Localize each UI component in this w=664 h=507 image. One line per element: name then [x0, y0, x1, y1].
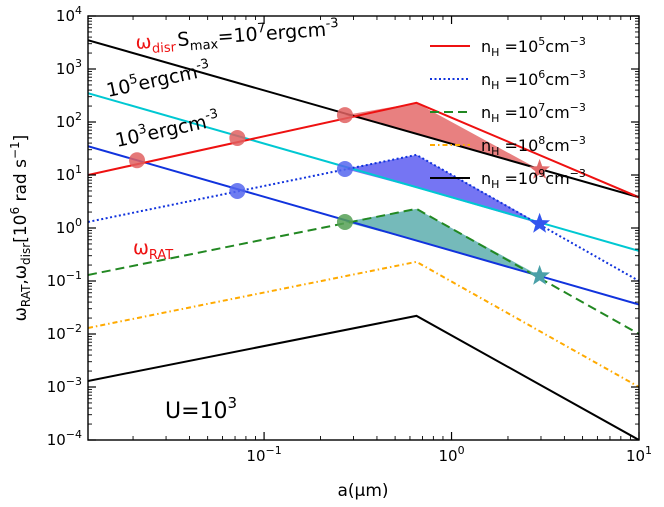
x-tick-label: 100 [438, 444, 464, 465]
legend-label-3: nH =108cm−3 [481, 134, 586, 158]
circle-marker-1 [229, 129, 246, 146]
series-line-4 [88, 314, 639, 440]
legend-label-4: nH =109cm−3 [481, 167, 586, 191]
svg-text:105ergcm-3: 105ergcm-3 [104, 56, 212, 101]
annotation-omega-rat: ωRAT [133, 237, 173, 263]
disruption-line-2 [88, 145, 639, 306]
y-tick-label: 10−1 [47, 269, 82, 290]
circle-marker-3 [229, 182, 246, 199]
svg-text:ωRAT: ωRAT [133, 237, 173, 263]
circle-marker-0 [129, 152, 146, 169]
legend-label-2: nH =107cm−3 [481, 101, 586, 125]
series-line-0 [88, 101, 639, 199]
y-tick-label: 100 [56, 216, 82, 237]
y-axis-label: ωRAT,ωdisr[106 rad s−1] [8, 135, 33, 322]
circle-marker-4 [336, 160, 353, 177]
disruption-line-1 [88, 92, 639, 252]
markers [129, 107, 551, 285]
y-tick-label: 104 [56, 4, 82, 25]
x-tick-label: 10−1 [246, 444, 281, 465]
y-tick-label: 10−2 [47, 322, 82, 343]
annotation-1e5-label: 105ergcm-3 [104, 56, 212, 101]
y-tick-label: 10−4 [47, 428, 82, 449]
series-line-2 [88, 207, 639, 335]
legend-label-0: nH =105cm−3 [481, 35, 586, 59]
annotation-disruption-label: ωdisrSmax=107ergcm-3 [135, 16, 340, 58]
svg-text:ωdisrSmax=107ergcm-3: ωdisrSmax=107ergcm-3 [135, 16, 340, 58]
y-tick-label: 10−3 [47, 375, 82, 396]
fill-region-0 [344, 102, 540, 170]
legend-label-1: nH =106cm−3 [481, 68, 586, 92]
omega-disr-symbol: ω [135, 31, 152, 54]
series-line-1 [88, 153, 639, 282]
fill-region-1 [344, 154, 540, 224]
star-marker-2 [529, 264, 551, 285]
x-tick-label: 101 [626, 444, 652, 465]
star-marker-0 [529, 158, 551, 179]
svg-text:U=103: U=103 [165, 394, 237, 424]
svg-text:103ergcm-3: 103ergcm-3 [113, 106, 221, 151]
star-marker-1 [529, 212, 551, 233]
x-axis-label: a(μm) [337, 481, 388, 501]
fill-region-2 [344, 208, 540, 276]
svg-text:ωRAT,ωdisr[106 rad s−1]: ωRAT,ωdisr[106 rad s−1] [8, 135, 33, 322]
axis-ticks: 10−4 10−3 10−2 10−1 100 101 102 103 104 10−1 100 10… [47, 4, 652, 465]
y-tick-label: 102 [56, 110, 82, 131]
legend: nH =105cm−3 nH =106cm−3 nH =107cm−3 nH =108… [430, 35, 586, 191]
y-tick-label: 103 [56, 57, 82, 78]
circle-marker-2 [336, 107, 353, 124]
disruption-line-0 [88, 39, 639, 199]
fill-regions [344, 102, 540, 276]
annotation-1e3-label: 103ergcm-3 [113, 106, 221, 151]
annotation-u: U=103 [165, 394, 237, 424]
circle-marker-5 [336, 213, 353, 230]
y-tick-label: 101 [56, 163, 82, 184]
series-lines [88, 39, 639, 440]
